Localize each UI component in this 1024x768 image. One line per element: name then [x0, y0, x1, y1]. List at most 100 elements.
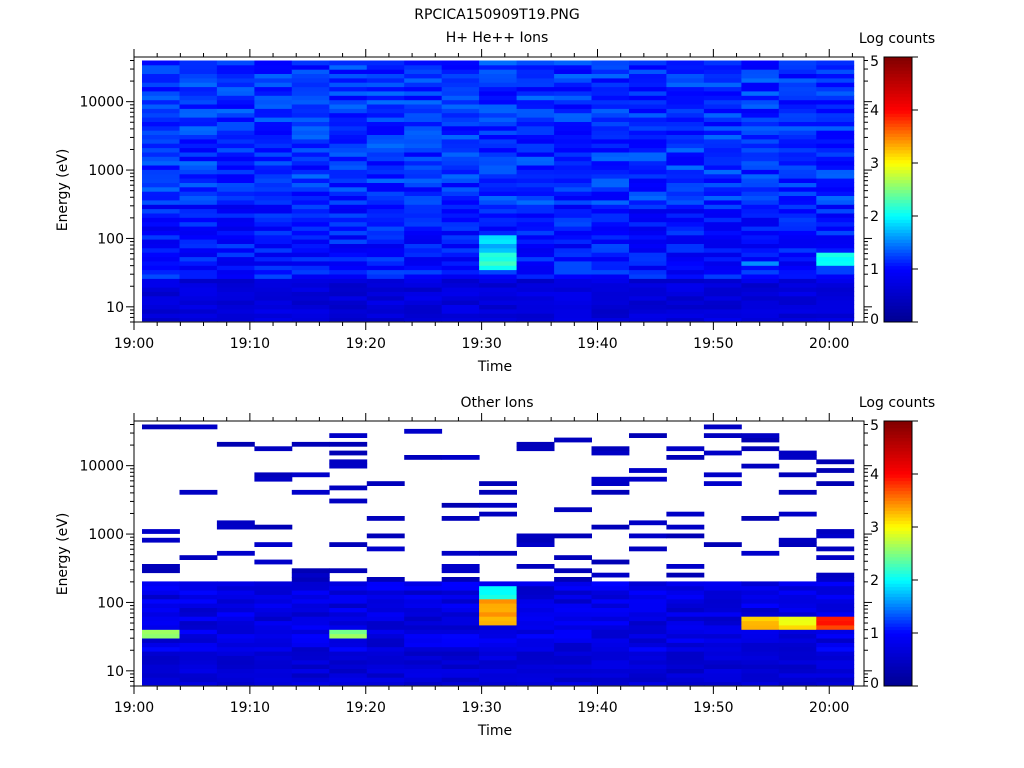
heatmap-cell	[479, 134, 517, 140]
heatmap-cell	[816, 481, 855, 486]
heatmap-cell	[216, 64, 255, 70]
colorbar-swatch	[884, 292, 912, 296]
colorbar-swatch	[884, 580, 912, 584]
heatmap-cell	[254, 638, 293, 643]
heatmap-cell	[703, 200, 742, 205]
heatmap-cell	[554, 230, 592, 236]
heatmap-cell	[142, 117, 180, 122]
heatmap-cell	[479, 200, 517, 205]
heatmap-cell	[291, 642, 330, 648]
heatmap-cell	[778, 182, 817, 188]
heatmap-cell	[703, 95, 742, 101]
heatmap-cell	[778, 625, 817, 630]
heatmap-cell	[441, 668, 480, 674]
heatmap-cell	[741, 265, 780, 271]
heatmap-cell	[254, 642, 293, 648]
heatmap-cell	[666, 104, 705, 109]
heatmap-cell	[629, 629, 667, 635]
heatmap-cell	[216, 664, 255, 669]
colorbar-swatch	[884, 93, 912, 98]
heatmap-cell	[629, 195, 667, 201]
heatmap-cell	[554, 117, 592, 122]
heatmap-cell	[816, 165, 855, 170]
heatmap-cell	[703, 134, 742, 140]
heatmap-cell	[778, 86, 817, 92]
heatmap-cell	[179, 217, 218, 223]
heatmap-cell	[516, 99, 555, 105]
heatmap-cell	[554, 221, 592, 227]
colorbar-swatch	[884, 589, 912, 594]
heatmap-cell	[366, 300, 405, 305]
x-tick-label: 19:40	[577, 700, 617, 716]
y-axis-label: Energy (eV)	[55, 149, 71, 232]
heatmap-cell	[179, 204, 218, 210]
heatmap-cell	[179, 234, 218, 240]
heatmap-cell	[778, 317, 817, 322]
heatmap-cell	[291, 252, 330, 258]
heatmap-cell	[329, 134, 368, 140]
heatmap-cell	[142, 668, 180, 674]
heatmap-cell	[629, 668, 667, 674]
heatmap-cell	[254, 282, 293, 288]
heatmap-cell	[591, 208, 630, 214]
heatmap-cell	[516, 581, 555, 587]
heatmap-cell	[629, 77, 667, 83]
heatmap-cell	[366, 86, 405, 92]
heatmap-cell	[441, 186, 480, 192]
heatmap-cell	[179, 121, 218, 127]
heatmap-cell	[366, 278, 405, 284]
heatmap-cell	[516, 261, 555, 266]
heatmap-cell	[479, 82, 517, 88]
heatmap-cell	[703, 186, 742, 192]
heatmap-cell	[629, 191, 667, 196]
heatmap-cell	[404, 655, 443, 661]
heatmap-cell	[629, 681, 667, 686]
heatmap-cell	[479, 668, 517, 674]
heatmap-cell	[666, 585, 705, 591]
heatmap-cell	[816, 529, 855, 534]
heatmap-cell	[629, 221, 667, 227]
colorbar-swatch	[884, 262, 912, 267]
heatmap-cell	[741, 77, 780, 83]
heatmap-cell	[666, 99, 705, 105]
heatmap-cell	[629, 533, 667, 539]
heatmap-cell	[479, 611, 517, 617]
heatmap-cell	[329, 668, 368, 674]
colorbar-swatch	[884, 566, 912, 571]
heatmap-cell	[142, 95, 180, 101]
heatmap-cell	[291, 668, 330, 674]
heatmap-cell	[329, 165, 368, 170]
heatmap-cell	[291, 217, 330, 223]
heatmap-cell	[778, 291, 817, 297]
heatmap-cell	[441, 659, 480, 665]
heatmap-cell	[554, 112, 592, 118]
heatmap-cell	[591, 524, 630, 530]
heatmap-cell	[816, 308, 855, 314]
heatmap-cell	[179, 555, 218, 560]
heatmap-cell	[554, 134, 592, 140]
heatmap-cell	[703, 668, 742, 674]
heatmap-cell	[254, 186, 293, 192]
heatmap-cell	[703, 424, 742, 430]
heatmap-cell	[816, 234, 855, 240]
heatmap-cell	[404, 95, 443, 101]
heatmap-cell	[703, 204, 742, 210]
heatmap-cell	[591, 291, 630, 297]
heatmap-cell	[404, 308, 443, 314]
heatmap-cell	[142, 529, 180, 534]
heatmap-cell	[741, 117, 780, 122]
heatmap-cell	[816, 169, 855, 175]
heatmap-cell	[666, 138, 705, 144]
x-tick-label: 19:30	[461, 336, 501, 352]
heatmap-cell	[366, 585, 405, 591]
heatmap-cell	[216, 625, 255, 630]
colorbar-swatch	[884, 656, 912, 660]
heatmap-cell	[216, 524, 255, 530]
heatmap-cell	[516, 269, 555, 275]
heatmap-cell	[666, 620, 705, 626]
heatmap-cell	[591, 681, 630, 686]
heatmap-cell	[479, 590, 517, 595]
heatmap-cell	[741, 278, 780, 284]
heatmap-cell	[291, 603, 330, 608]
heatmap-cell	[404, 173, 443, 179]
